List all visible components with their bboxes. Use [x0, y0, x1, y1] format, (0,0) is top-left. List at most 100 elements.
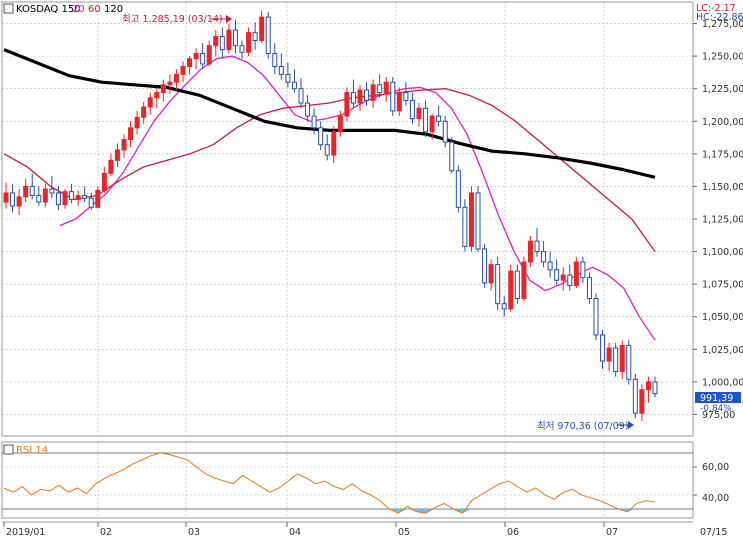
candle-down	[311, 115, 317, 129]
candle-down	[534, 240, 540, 253]
candle-down	[554, 269, 560, 281]
price-grid	[2, 23, 693, 415]
candle-up	[3, 192, 9, 203]
candle-down	[232, 29, 238, 47]
price-tick-label: 1,025,00	[702, 345, 743, 356]
low-annotation: 최저 970,36 (07/09)	[537, 421, 629, 432]
high-arrow-icon	[226, 15, 232, 23]
vertical-grid	[97, 2, 605, 518]
candle-down	[239, 45, 245, 53]
candle-down	[442, 120, 448, 143]
ma60-line	[3, 88, 656, 252]
rsi-oversold-fill	[416, 509, 426, 514]
candle-up	[75, 195, 81, 200]
candle-up	[573, 261, 579, 286]
candle-down	[350, 92, 356, 104]
candle-up	[160, 84, 166, 94]
price-tick-label: 975,00	[702, 410, 735, 421]
price-tick-label: 1,200,00	[702, 117, 743, 128]
price-tick-label: 1,075,00	[702, 280, 743, 291]
candle-down	[449, 141, 455, 172]
date-label: 04	[289, 527, 301, 538]
rsi-oversold-fill	[407, 509, 417, 512]
lc-readout: LC:-2.17	[696, 3, 736, 14]
date-label-last: 07/15	[700, 527, 727, 538]
ma60-label: 60	[88, 4, 101, 15]
candle-down	[364, 89, 370, 101]
candle-up	[114, 149, 120, 161]
rsi-oversold-fill	[398, 509, 408, 514]
candle-up	[154, 92, 160, 99]
candle-down	[541, 251, 547, 263]
candle-down	[409, 99, 415, 120]
candle-down	[613, 347, 619, 372]
candle-up	[488, 264, 494, 284]
price-tick-label: 1,250,00	[702, 52, 743, 63]
candle-down	[462, 206, 468, 247]
candle-up	[619, 344, 625, 372]
rsi-legend-box[interactable]	[3, 444, 14, 455]
candle-down	[219, 36, 225, 51]
price-tick-label: 1,125,00	[702, 215, 743, 226]
price-tick-label: 1,225,00	[702, 84, 743, 95]
candle-up	[396, 92, 402, 112]
rsi-oversold-fill	[425, 509, 435, 514]
candle-down	[200, 53, 206, 65]
candle-up	[383, 81, 389, 94]
rsi-lines	[3, 452, 656, 514]
candle-up	[331, 131, 337, 156]
current-price-value: 991,39	[700, 393, 733, 404]
candle-up	[357, 89, 363, 104]
date-label: 02	[100, 527, 112, 538]
candle-down	[580, 261, 586, 279]
chart-legend: KOSDAQ 150 20 60 120	[3, 3, 123, 15]
current-price-change: -0.84%	[700, 404, 732, 414]
legend-box[interactable]	[3, 3, 14, 14]
candle-up	[416, 107, 422, 120]
candle-down	[298, 88, 304, 104]
current-price-box	[695, 392, 741, 403]
candle-down	[377, 84, 383, 94]
candle-up	[259, 16, 265, 41]
candle-up	[173, 73, 179, 83]
candle-up	[521, 261, 527, 299]
candle-up	[121, 139, 127, 151]
candle-up	[134, 116, 140, 129]
date-label: 2019/01	[6, 527, 45, 538]
candle-down	[475, 192, 481, 250]
candle-up	[62, 191, 68, 206]
price-tick-label: 1,275,00	[702, 19, 743, 30]
date-label: 05	[398, 527, 410, 538]
candle-down	[632, 378, 638, 414]
candle-up	[108, 159, 114, 174]
symbol-label: KOSDAQ 150	[16, 4, 81, 15]
candle-up	[226, 29, 232, 51]
high-annotation: 최고 1,285,19 (03/14)	[122, 14, 223, 25]
price-axis: 1,275,00 1,250,00 1,225,00 1,200,00 1,175,00…	[693, 19, 743, 421]
date-axis: 2019/01 02 03 04 05 06 07 07/15	[3, 522, 727, 538]
candle-up	[206, 45, 212, 65]
price-tick-label: 1,000,00	[702, 377, 743, 388]
candle-down	[495, 264, 501, 305]
candle-up	[429, 115, 435, 133]
rsi-title: RSI 14	[16, 445, 48, 456]
candle-up	[337, 115, 343, 133]
date-label: 07	[606, 527, 618, 538]
candle-up	[95, 189, 101, 208]
candle-up	[193, 53, 199, 60]
candle-down	[586, 277, 592, 299]
candle-down	[10, 192, 16, 207]
candle-up	[167, 81, 173, 86]
candle-down	[567, 274, 573, 286]
candlesticks	[3, 10, 658, 421]
candle-down	[501, 303, 507, 310]
rsi-plot-area	[1, 441, 694, 519]
rsi-line	[3, 452, 656, 514]
candle-up	[645, 381, 651, 391]
ma120-line	[3, 48, 656, 179]
ma20-label: 20	[72, 4, 85, 15]
candle-down	[547, 261, 553, 271]
candle-up	[508, 270, 514, 310]
candle-down	[265, 16, 271, 55]
